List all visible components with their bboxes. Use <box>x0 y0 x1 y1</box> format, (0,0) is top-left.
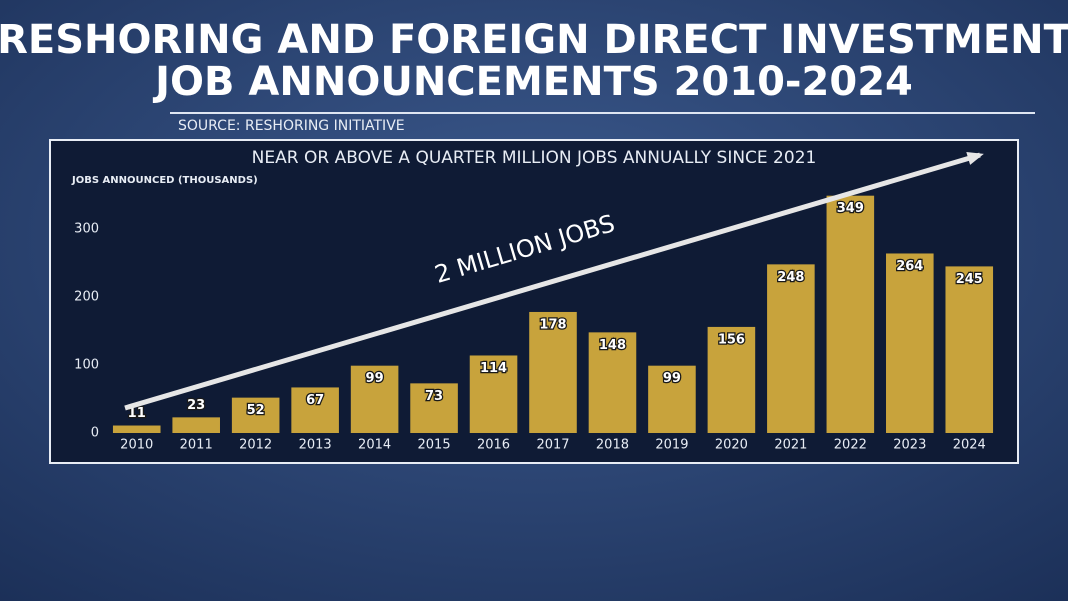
bar <box>291 387 339 433</box>
value-label: 349 <box>837 201 864 216</box>
y-axis-label: JOBS ANNOUNCED (THOUSANDS) <box>71 175 258 186</box>
value-label: 23 <box>187 398 205 413</box>
x-tick-label: 2010 <box>120 438 153 453</box>
value-label: 99 <box>366 371 384 386</box>
bar <box>826 195 875 433</box>
value-label: 156 <box>718 332 745 347</box>
x-tick-label: 2016 <box>477 438 510 453</box>
x-tick-label: 2019 <box>655 438 688 453</box>
bar <box>707 326 756 433</box>
y-tick-label: 0 <box>91 426 99 441</box>
y-tick-label: 100 <box>74 358 99 373</box>
value-label: 245 <box>956 272 983 287</box>
value-label: 248 <box>777 270 804 285</box>
value-label: 73 <box>425 389 443 404</box>
x-tick-label: 2015 <box>418 438 451 453</box>
bar <box>112 425 161 433</box>
arrow-head <box>966 152 984 165</box>
x-tick-label: 2011 <box>180 438 213 453</box>
bar <box>588 332 637 433</box>
value-label: 11 <box>128 406 146 421</box>
x-tick-label: 2014 <box>358 438 391 453</box>
trend-arrow <box>124 152 981 411</box>
x-tick-label: 2024 <box>953 438 986 453</box>
x-tick-label: 2022 <box>834 438 867 453</box>
title-line: RESHORING AND FOREIGN DIRECT INVESTMENT <box>0 17 1068 63</box>
bar <box>172 417 220 433</box>
value-label: 99 <box>663 371 681 386</box>
bar <box>529 311 577 433</box>
bar <box>469 355 518 433</box>
bar <box>410 383 458 433</box>
value-label: 148 <box>599 338 626 353</box>
x-tick-label: 2023 <box>893 438 926 453</box>
bar <box>945 266 994 433</box>
value-label: 67 <box>306 393 324 408</box>
bar <box>767 264 815 433</box>
bar <box>350 365 399 433</box>
x-tick-label: 2012 <box>239 438 272 453</box>
subtitle: NEAR OR ABOVE A QUARTER MILLION JOBS ANN… <box>252 148 817 168</box>
source: SOURCE: RESHORING INITIATIVE <box>178 118 405 134</box>
bar <box>231 397 280 433</box>
y-tick-label: 200 <box>74 290 99 305</box>
x-tick-label: 2020 <box>715 438 748 453</box>
bar <box>648 365 696 433</box>
title-line: JOB ANNOUNCEMENTS 2010-2024 <box>152 59 913 105</box>
value-label: 114 <box>480 361 507 376</box>
x-tick-label: 2017 <box>536 438 569 453</box>
x-tick-label: 2013 <box>299 438 332 453</box>
value-label: 178 <box>539 317 566 332</box>
x-tick-label: 2018 <box>596 438 629 453</box>
value-label: 264 <box>896 259 923 274</box>
y-tick-label: 300 <box>74 222 99 237</box>
x-tick-label: 2021 <box>774 438 807 453</box>
value-label: 52 <box>247 403 265 418</box>
bar <box>886 253 934 433</box>
